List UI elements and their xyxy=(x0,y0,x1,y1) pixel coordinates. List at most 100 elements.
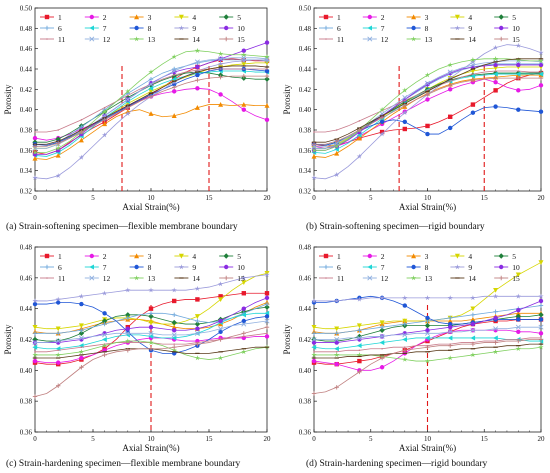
data-point xyxy=(493,75,498,81)
data-point xyxy=(313,131,315,133)
data-point xyxy=(335,129,338,131)
chart-panel-a: 0.32 0.34 0.36 0.38 0.40 0.42 0.44 0.46 0.48 0.50… xyxy=(3,5,271,213)
data-point xyxy=(402,348,407,353)
series-15 xyxy=(32,324,270,399)
legend-label: 5 xyxy=(512,252,516,261)
data-point xyxy=(56,300,61,305)
legend-marker xyxy=(411,14,417,20)
data-point xyxy=(241,318,246,324)
data-point xyxy=(264,103,270,108)
data-point xyxy=(379,131,385,137)
data-point xyxy=(148,330,154,336)
data-point xyxy=(515,313,521,320)
data-point xyxy=(381,347,383,350)
data-point xyxy=(102,337,107,342)
y-tick-label: 0.48 xyxy=(299,244,312,252)
data-point xyxy=(32,144,38,149)
legend-label: 11 xyxy=(337,35,344,44)
y-tick-label: 0.44 xyxy=(299,66,312,74)
data-point xyxy=(334,346,339,352)
data-point xyxy=(102,121,108,127)
data-point xyxy=(448,321,453,327)
data-point xyxy=(515,345,521,352)
data-point xyxy=(172,89,177,94)
data-point xyxy=(194,314,200,319)
data-point xyxy=(218,74,223,80)
data-point xyxy=(379,119,385,125)
legend-label: 8 xyxy=(425,24,429,33)
data-point xyxy=(402,337,407,342)
data-point xyxy=(195,86,200,91)
data-point xyxy=(55,172,61,179)
legend-label: 4 xyxy=(192,252,196,261)
x-axis-label: Axial Strain(%) xyxy=(122,443,179,453)
data-point xyxy=(125,88,131,94)
data-point xyxy=(79,365,84,370)
legend-marker xyxy=(178,25,185,31)
data-point xyxy=(402,87,408,93)
data-point xyxy=(78,349,85,355)
legend-marker xyxy=(134,14,140,20)
data-point xyxy=(470,59,476,65)
data-point xyxy=(125,96,131,103)
data-point xyxy=(358,349,361,352)
data-point xyxy=(470,73,476,79)
data-point xyxy=(402,94,408,100)
series-9 xyxy=(311,293,544,304)
data-point xyxy=(335,351,338,353)
data-point xyxy=(334,385,339,390)
data-point xyxy=(264,76,270,82)
data-point xyxy=(80,119,83,121)
data-point xyxy=(540,71,542,73)
data-point xyxy=(492,56,499,62)
data-point xyxy=(402,318,408,324)
y-tick-label: 0.36 xyxy=(299,429,312,437)
legend-label: 5 xyxy=(237,252,241,261)
data-point xyxy=(538,312,544,318)
data-point xyxy=(241,275,247,281)
legend-marker xyxy=(178,264,185,270)
data-point xyxy=(470,316,476,322)
data-point xyxy=(447,62,453,68)
data-point xyxy=(264,68,270,74)
data-point xyxy=(217,281,224,287)
data-point xyxy=(264,60,270,66)
data-point xyxy=(425,123,430,129)
data-point xyxy=(424,72,431,78)
data-point xyxy=(218,294,223,299)
data-point xyxy=(218,337,223,342)
legend-marker xyxy=(223,14,229,20)
x-tick-label: 10 xyxy=(148,194,156,202)
legend-label: 4 xyxy=(192,13,196,22)
data-point xyxy=(34,131,36,133)
legend-marker xyxy=(367,14,372,20)
data-point xyxy=(171,79,177,85)
data-point xyxy=(148,339,154,345)
data-point xyxy=(470,57,476,63)
data-point xyxy=(148,346,154,351)
data-point xyxy=(217,50,224,57)
series-4 xyxy=(32,271,270,332)
data-point xyxy=(171,347,177,353)
legend-marker xyxy=(454,253,460,259)
data-point xyxy=(266,332,268,335)
y-tick-label: 0.48 xyxy=(20,244,33,252)
y-tick-label: 0.38 xyxy=(20,127,33,135)
data-point xyxy=(148,76,154,82)
legend-label: 11 xyxy=(337,274,344,283)
legend-marker xyxy=(410,275,417,281)
legend-marker xyxy=(89,14,95,20)
legend-label: 9 xyxy=(468,263,472,272)
data-point xyxy=(379,327,385,333)
data-point xyxy=(448,324,453,330)
legend-label: 10 xyxy=(512,263,520,272)
data-point xyxy=(402,356,408,362)
data-point xyxy=(402,295,408,301)
data-point xyxy=(264,271,270,278)
data-point xyxy=(311,358,317,364)
legend-label: 14 xyxy=(468,35,476,44)
data-point xyxy=(470,341,476,347)
data-point xyxy=(538,324,544,330)
